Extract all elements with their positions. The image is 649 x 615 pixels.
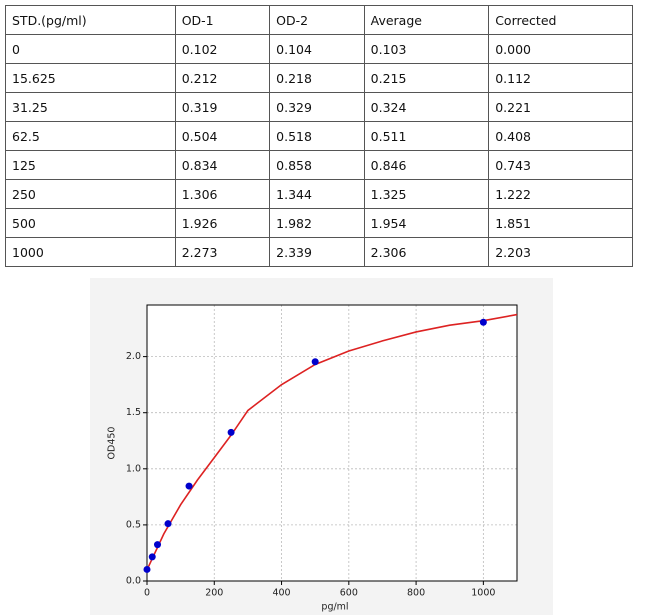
- data-point: [227, 428, 235, 436]
- table-row: 15.625 0.212 0.218 0.215 0.112: [5, 63, 633, 93]
- table-cell: 0.104: [269, 34, 365, 64]
- table-cell: 0.324: [363, 92, 490, 122]
- x-tick-label: 1000: [471, 588, 495, 599]
- data-point: [479, 318, 487, 326]
- x-tick-label: 400: [272, 588, 290, 599]
- standard-table: STD.(pg/ml) OD-1 OD-2 Average Corrected 0 0.10…: [5, 5, 633, 267]
- table-cell: 0.221: [488, 92, 633, 122]
- y-tick-label: 0.5: [126, 519, 141, 530]
- table-cell: 15.625: [5, 63, 176, 93]
- table-cell: 1.954: [363, 208, 490, 238]
- table-cell: 62.5: [5, 121, 176, 151]
- table-cell: 0.858: [269, 150, 365, 180]
- table-row: 1000 2.273 2.339 2.306 2.203: [5, 237, 633, 267]
- y-tick-label: 1.5: [126, 407, 141, 418]
- table-cell: 0.846: [363, 150, 490, 180]
- data-point: [164, 520, 172, 528]
- table-cell: 0.504: [174, 121, 271, 151]
- table-cell: 0.212: [174, 63, 271, 93]
- table-cell: 0.518: [269, 121, 365, 151]
- y-axis-label: OD450: [107, 427, 118, 460]
- table-cell: 2.273: [174, 237, 271, 267]
- table-cell: STD.(pg/ml): [5, 5, 176, 35]
- x-tick-label: 800: [407, 588, 425, 599]
- table-cell: 250: [5, 179, 176, 209]
- y-tick-label: 0.0: [126, 576, 141, 587]
- table-cell: 1.982: [269, 208, 365, 238]
- table-cell: 1.851: [488, 208, 633, 238]
- x-tick-label: 600: [340, 588, 358, 599]
- fit-curve: [146, 313, 518, 571]
- data-point: [148, 553, 156, 561]
- table-row: 250 1.306 1.344 1.325 1.222: [5, 179, 633, 209]
- table-cell: OD-2: [269, 5, 365, 35]
- data-point: [143, 565, 151, 573]
- data-point: [311, 358, 319, 366]
- table-cell: 0.103: [363, 34, 490, 64]
- table-cell: Corrected: [488, 5, 633, 35]
- table-cell: 2.203: [488, 237, 633, 267]
- table-cell: 0.511: [363, 121, 490, 151]
- table-cell: 31.25: [5, 92, 176, 122]
- table-cell: 0.112: [488, 63, 633, 93]
- y-tick-label: 2.0: [126, 351, 141, 362]
- table-cell: 0: [5, 34, 176, 64]
- table-cell: 1.926: [174, 208, 271, 238]
- table-cell: 0.319: [174, 92, 271, 122]
- table-cell: Average: [363, 5, 490, 35]
- y-tick-label: 1.0: [126, 463, 141, 474]
- table-cell: 1.325: [363, 179, 490, 209]
- table-row: 500 1.926 1.982 1.954 1.851: [5, 208, 633, 238]
- x-tick-label: 0: [144, 588, 150, 599]
- table-cell: 1.306: [174, 179, 271, 209]
- x-axis-label: pg/ml: [321, 602, 348, 613]
- table-cell: 0.102: [174, 34, 271, 64]
- table-cell: 2.306: [363, 237, 490, 267]
- table-cell: 0.834: [174, 150, 271, 180]
- x-tick-label: 200: [205, 588, 223, 599]
- table-cell: 1.344: [269, 179, 365, 209]
- table-cell: 125: [5, 150, 176, 180]
- table-row: 125 0.834 0.858 0.846 0.743: [5, 150, 633, 180]
- table-cell: 1.222: [488, 179, 633, 209]
- table-row: 0 0.102 0.104 0.103 0.000: [5, 34, 633, 64]
- data-point: [154, 541, 162, 549]
- table-row: 31.25 0.319 0.329 0.324 0.221: [5, 92, 633, 122]
- table-cell: 0.329: [269, 92, 365, 122]
- table-row: STD.(pg/ml) OD-1 OD-2 Average Corrected: [5, 5, 633, 35]
- table-row: 62.5 0.504 0.518 0.511 0.408: [5, 121, 633, 151]
- table-cell: 1000: [5, 237, 176, 267]
- table-cell: 500: [5, 208, 176, 238]
- table-cell: 2.339: [269, 237, 365, 267]
- table-cell: 0.000: [488, 34, 633, 64]
- table-cell: 0.218: [269, 63, 365, 93]
- plot-area: [147, 305, 517, 581]
- chart: pg/ml OD450 0 200 400 600 800 1000 0.0 0.5 1.0 1.…: [90, 278, 553, 615]
- table-cell: 0.408: [488, 121, 633, 151]
- data-point: [185, 482, 193, 490]
- axes-frame: [146, 304, 518, 582]
- table-cell: 0.215: [363, 63, 490, 93]
- table-cell: OD-1: [174, 5, 271, 35]
- table-cell: 0.743: [488, 150, 633, 180]
